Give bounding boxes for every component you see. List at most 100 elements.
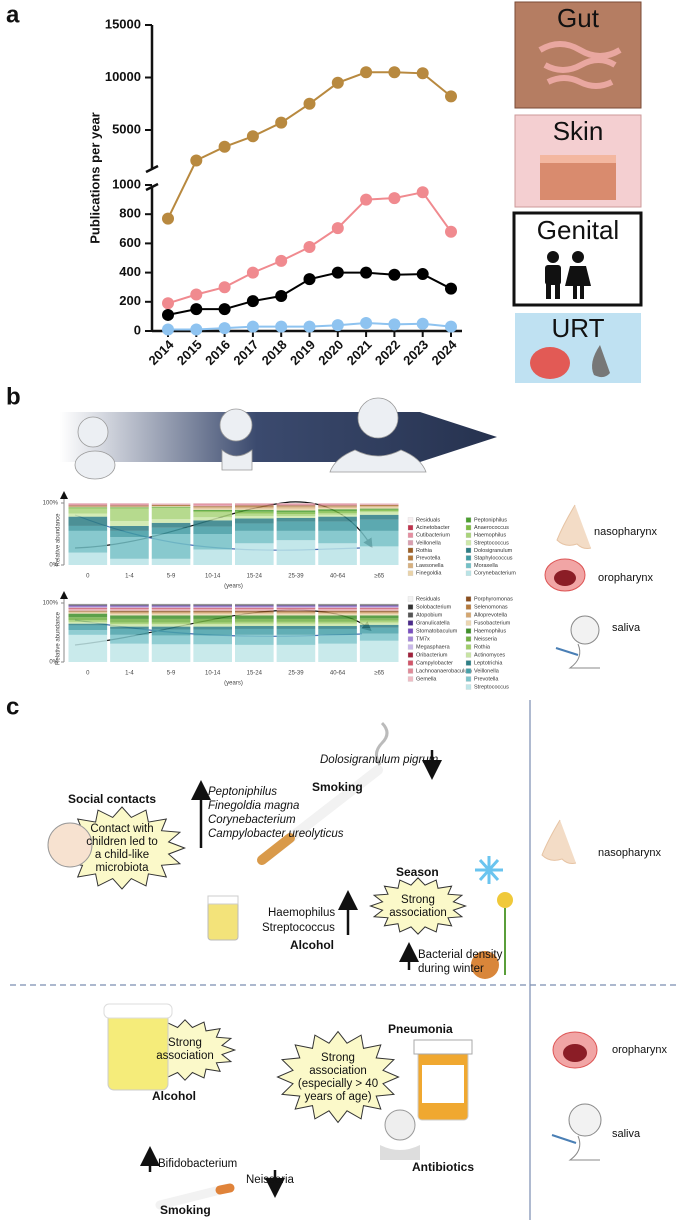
bar-segment [318,512,357,515]
data-point [162,308,174,321]
bar-segment [359,530,399,547]
bar-segment [110,610,149,612]
bar-segment [318,623,357,627]
y-axis-label: Relative abundance [56,513,62,567]
bar-segment [151,629,191,636]
data-point [162,212,174,225]
data-point [416,186,429,199]
bar-segment [68,607,108,608]
site-label: oropharynx [612,1044,668,1056]
bar-segment [193,608,232,609]
bubble-text: Strong [168,1037,202,1049]
bar-segment [151,534,191,559]
bar-segment [276,608,316,609]
legend-label: Residuals [416,596,440,602]
bar-segment [151,644,191,662]
bar-segment [276,628,316,635]
legend-swatch [407,604,414,610]
factor-title: Alcohol [152,1089,196,1103]
legend-swatch [465,570,472,576]
bar-segment [276,607,316,608]
taxon: Bifidobacterium [158,1158,237,1170]
bar-segment [110,605,149,606]
legend-swatch [407,596,414,602]
bar-segment [359,503,399,504]
data-point [246,266,259,279]
bar-segment [359,512,399,515]
y-tick-label: 800 [119,206,141,221]
bar-segment [110,604,149,606]
data-point [445,282,457,295]
bar-segment [318,607,357,609]
bar-segment [193,504,232,506]
legend-label: Prevotella [474,676,499,682]
bar-segment [68,630,108,635]
data-point [303,241,316,254]
bar-segment [110,508,149,521]
bar-segment [318,615,357,619]
site-label: oropharynx [598,572,654,584]
legend-label: Atopobium [416,612,443,618]
legend-swatch [407,532,414,538]
bar-segment [110,607,149,609]
bar-segment [359,605,399,606]
y-tick-label: 100% [43,601,59,607]
bar-segment [276,604,316,605]
bar-segment [235,508,274,510]
bar-segment [359,604,399,606]
data-point [218,303,231,316]
x-tick-label: 2017 [230,337,261,368]
data-point [162,297,174,310]
urt-icon [530,347,570,379]
y-tick-label: 10000 [105,69,141,84]
legend-swatch [465,660,472,666]
data-point [331,266,344,279]
bar-segment [151,635,191,645]
data-point [190,303,203,316]
bar-segment [276,613,316,616]
bar-segment [359,519,399,531]
bar-segment [110,507,149,509]
x-tick-label: 10-14 [205,574,221,580]
bubble [368,877,468,935]
bar-segment [151,507,191,508]
data-point [275,254,288,267]
bar-segment [235,504,274,505]
bar-segment [318,613,357,616]
bar-segment [318,628,357,635]
bar-segment [235,612,274,614]
legend-swatch [465,628,472,634]
site-icons [544,504,600,669]
y-tick-label: 200 [119,293,141,308]
taxon: Peptoniphilus [208,786,277,798]
bar-segment [235,608,274,609]
bar-segment [68,513,108,517]
bar-segment [276,506,316,509]
legend-label: Stomatobaculum [416,628,458,634]
y-tick-label: 100% [43,501,59,507]
legend-swatch [465,596,472,602]
legend-label: Cutibacterium [416,533,450,539]
bar-segment [235,504,274,506]
x-tick-label: 1-4 [125,574,134,580]
x-axis-label: (years) [224,681,243,687]
bar-segment [359,509,399,512]
bar-segment [235,618,274,622]
bar-segment [318,606,357,608]
bar-segment [193,624,232,627]
legend-label: Gemella [416,676,437,682]
bar-segment [359,506,399,508]
bar-segment [359,615,399,619]
legend-label: Acinetobacter [416,525,450,531]
bar-segment [151,622,191,625]
factor-title: Alcohol [290,938,334,952]
bubble-text: Contact with [90,823,153,835]
bar-segment [68,609,108,611]
bar-segment [151,607,191,609]
bar-segment [235,623,274,627]
bar-segment [359,609,399,611]
data-point [190,323,203,336]
bar-segment [151,527,191,534]
bar-segment [359,627,399,634]
age-arrow [60,412,497,462]
